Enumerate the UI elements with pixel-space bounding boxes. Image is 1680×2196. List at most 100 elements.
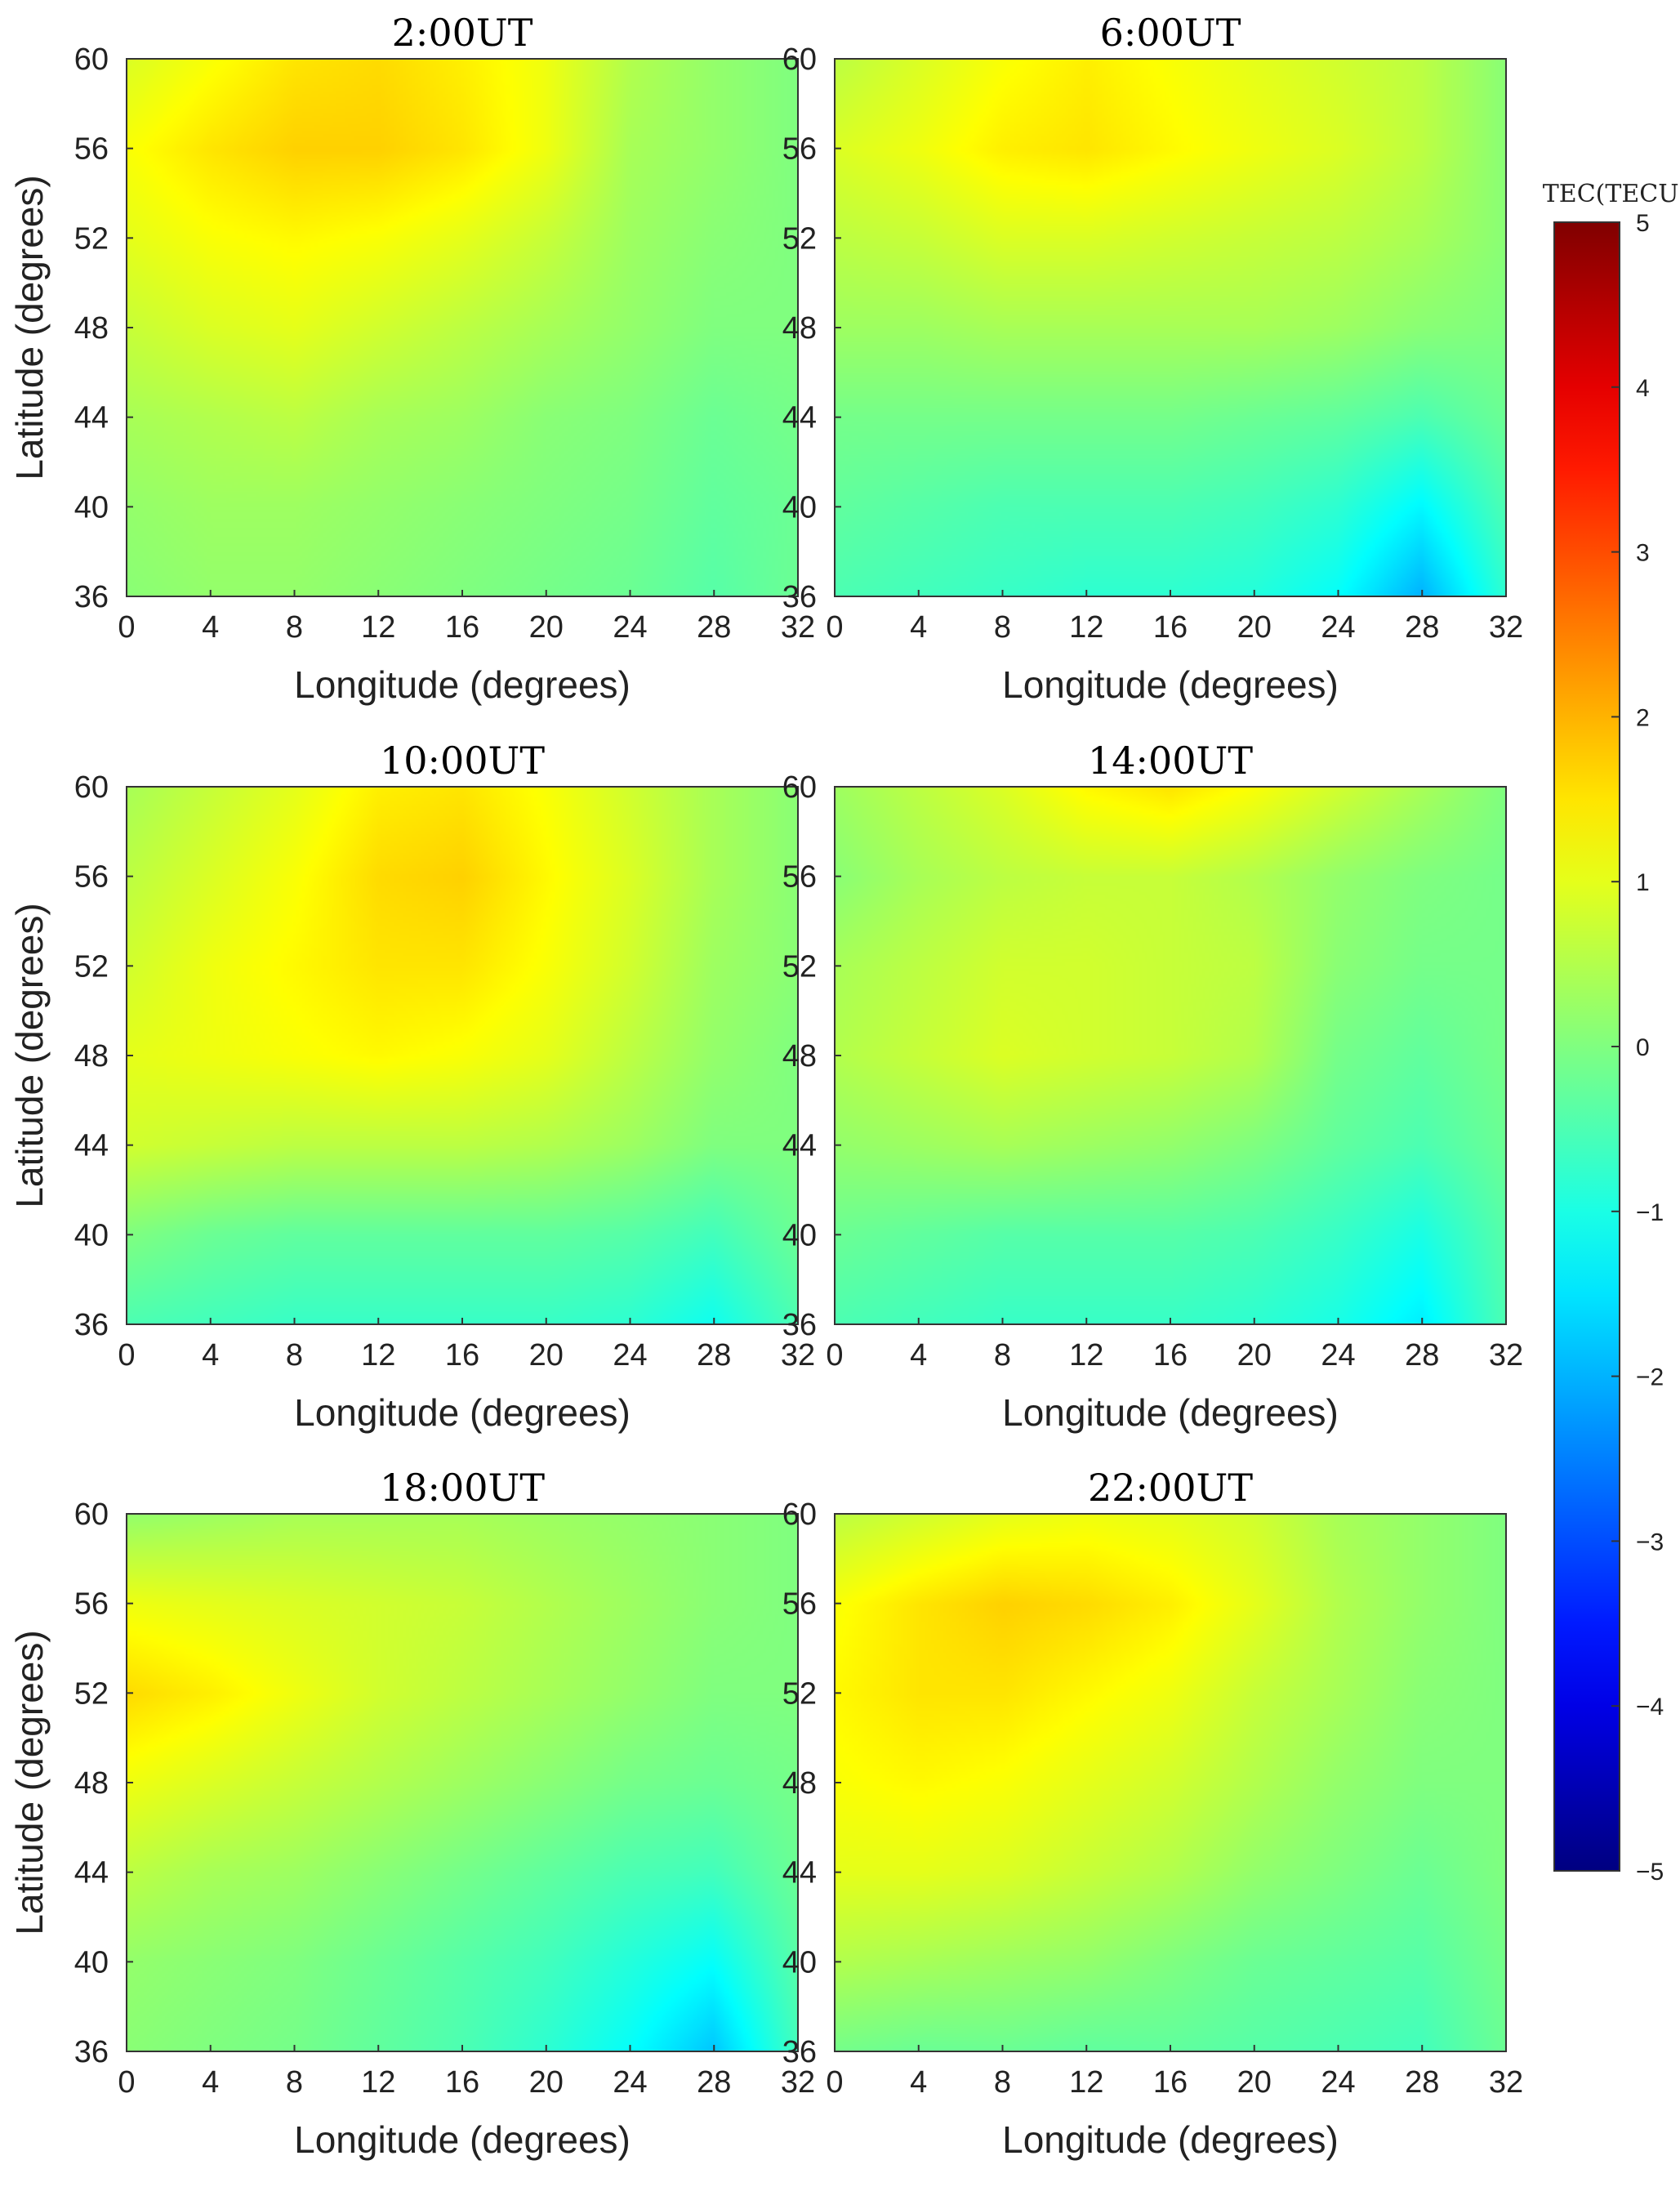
y-tick-label: 36 (74, 2035, 109, 2069)
panel-title: 14:00UT (1088, 739, 1253, 783)
y-tick-label: 44 (782, 1129, 817, 1163)
x-tick-label: 12 (1069, 2065, 1103, 2100)
panel-title: 6:00UT (1100, 11, 1241, 55)
y-axis-label: Latitude (degrees) (8, 1630, 51, 1935)
colorbar-tick-label: −2 (1636, 1364, 1664, 1391)
panel-title: 10:00UT (380, 739, 545, 783)
heatmap-image (127, 787, 798, 1324)
x-tick-label: 32 (1489, 2065, 1523, 2100)
colorbar-tick-label: 3 (1636, 540, 1650, 567)
colorbar-tick-label: −1 (1636, 1199, 1664, 1226)
y-tick-label: 36 (74, 580, 109, 614)
x-tick-label: 16 (1153, 2065, 1188, 2100)
x-tick-label: 24 (613, 610, 647, 645)
x-tick-label: 8 (994, 1338, 1011, 1372)
y-tick-label: 56 (74, 1587, 109, 1622)
x-tick-label: 20 (529, 1338, 564, 1372)
colorbar-tick-label: 4 (1636, 375, 1650, 402)
y-tick-label: 60 (782, 1497, 817, 1532)
x-tick-label: 0 (826, 1338, 843, 1372)
y-tick-label: 52 (74, 1676, 109, 1711)
y-tick-label: 48 (74, 1766, 109, 1801)
colorbar-tick-label: 2 (1636, 704, 1650, 731)
heatmap-image (835, 787, 1506, 1324)
x-tick-label: 4 (910, 2065, 927, 2100)
x-tick-label: 32 (781, 610, 815, 645)
x-tick-label: 28 (697, 610, 731, 645)
x-tick-label: 16 (1153, 1338, 1188, 1372)
y-tick-label: 40 (74, 1945, 109, 1980)
y-tick-label: 44 (782, 1856, 817, 1890)
y-tick-label: 44 (74, 1129, 109, 1163)
x-tick-label: 0 (826, 2065, 843, 2100)
x-tick-label: 28 (697, 1338, 731, 1372)
x-tick-label: 4 (202, 1338, 219, 1372)
y-tick-label: 44 (74, 1856, 109, 1890)
x-tick-label: 28 (1405, 2065, 1439, 2100)
panel-title: 2:00UT (392, 11, 533, 55)
y-tick-label: 52 (782, 221, 817, 256)
colorbar-tick-label: 0 (1636, 1034, 1650, 1061)
colorbar-title: TEC(TECU) (1543, 180, 1680, 208)
x-tick-label: 4 (202, 610, 219, 645)
panel-title: 22:00UT (1088, 1466, 1253, 1510)
x-tick-label: 0 (826, 610, 843, 645)
y-axis-label: Latitude (degrees) (8, 903, 51, 1207)
panel-title: 18:00UT (380, 1466, 545, 1510)
x-tick-label: 16 (445, 610, 479, 645)
x-tick-label: 24 (1321, 1338, 1355, 1372)
x-tick-label: 8 (994, 2065, 1011, 2100)
x-tick-label: 32 (781, 1338, 815, 1372)
y-tick-label: 56 (782, 860, 817, 895)
x-tick-label: 24 (613, 1338, 647, 1372)
y-tick-label: 36 (782, 1308, 817, 1342)
y-tick-label: 56 (782, 1587, 817, 1622)
x-tick-label: 4 (910, 1338, 927, 1372)
y-tick-label: 44 (74, 401, 109, 435)
colorbar: TEC(TECU) 5 4 3 2 1 0 −1 −2 −3 −4 −5 (1543, 180, 1680, 1886)
y-tick-label: 56 (782, 132, 817, 167)
x-tick-label: 4 (202, 2065, 219, 2100)
y-tick-label: 48 (782, 1766, 817, 1801)
y-tick-label: 52 (782, 949, 817, 984)
y-tick-label: 48 (782, 311, 817, 346)
x-axis-label: Longitude (degrees) (294, 663, 631, 706)
x-axis-label: Longitude (degrees) (1002, 1391, 1339, 1434)
x-tick-label: 0 (118, 610, 135, 645)
colorbar-tick-label: 1 (1636, 869, 1650, 896)
colorbar-tick-label: 5 (1636, 210, 1650, 237)
y-tick-label: 44 (782, 401, 817, 435)
y-tick-label: 60 (782, 770, 817, 805)
x-tick-label: 8 (286, 1338, 303, 1372)
x-axis-label: Longitude (degrees) (1002, 663, 1339, 706)
y-tick-label: 52 (74, 949, 109, 984)
x-tick-label: 16 (445, 1338, 479, 1372)
y-tick-label: 60 (74, 42, 109, 77)
x-tick-label: 12 (361, 1338, 395, 1372)
x-tick-label: 32 (1489, 610, 1523, 645)
x-tick-label: 28 (1405, 610, 1439, 645)
heatmap-image (835, 59, 1506, 596)
heatmap-image (127, 59, 798, 596)
y-tick-label: 60 (782, 42, 817, 77)
x-tick-label: 32 (781, 2065, 815, 2100)
x-tick-label: 24 (1321, 610, 1355, 645)
y-tick-label: 60 (74, 1497, 109, 1532)
x-tick-label: 28 (697, 2065, 731, 2100)
x-axis-label: Longitude (degrees) (294, 2118, 631, 2161)
y-tick-label: 36 (782, 580, 817, 614)
y-tick-label: 52 (782, 1676, 817, 1711)
x-tick-label: 20 (1237, 610, 1272, 645)
x-tick-label: 24 (1321, 2065, 1355, 2100)
x-tick-label: 0 (118, 2065, 135, 2100)
y-tick-label: 36 (74, 1308, 109, 1342)
x-tick-label: 12 (361, 2065, 395, 2100)
y-tick-label: 48 (782, 1039, 817, 1073)
y-tick-label: 36 (782, 2035, 817, 2069)
x-tick-label: 20 (1237, 2065, 1272, 2100)
y-tick-label: 48 (74, 1039, 109, 1073)
colorbar-tick-label: −4 (1636, 1694, 1664, 1721)
